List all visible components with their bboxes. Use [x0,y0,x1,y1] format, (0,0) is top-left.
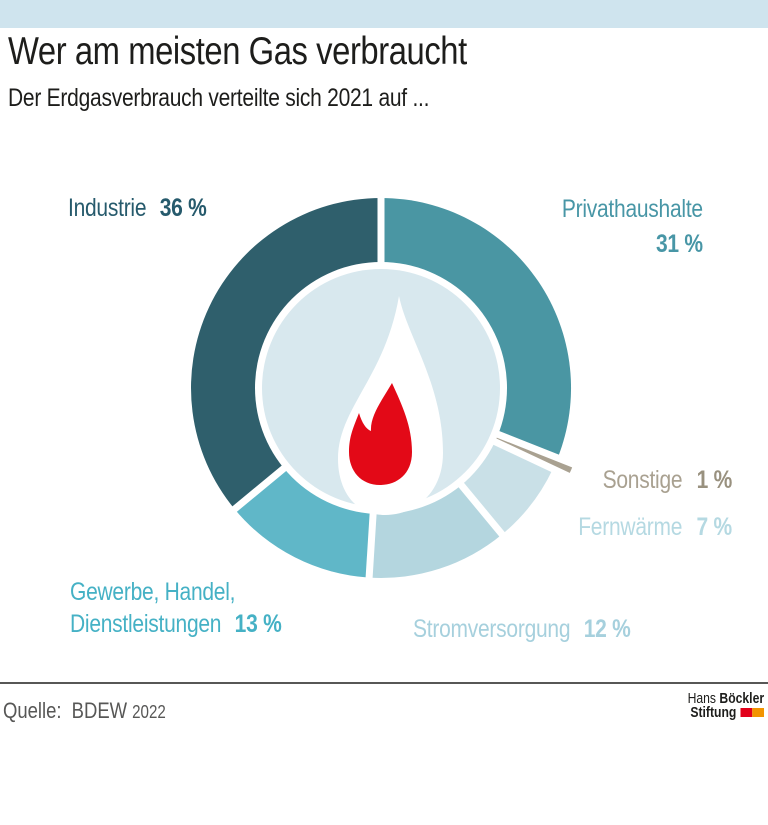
label-gewerbe-line2: Dienstleistungen [70,610,222,638]
source-year: 2022 [132,702,166,722]
label-privathaushalte: Privathaushalte 31 % [535,192,703,262]
source-label: Quelle: [3,698,62,723]
label-gewerbe-value: 13 % [234,610,282,638]
label-industrie-name: Industrie [68,194,147,222]
hans-boeckler-stiftung-logo: Hans Böckler Stiftung [673,692,764,720]
donut-chart [191,174,582,602]
page-title: Wer am meisten Gas verbraucht [8,30,467,73]
label-stromversorgung-value: 12 % [583,615,631,643]
source-note: Quelle: BDEW 2022 [3,698,197,724]
logo-text-stiftung: Stiftung [690,705,737,721]
label-gewerbe-line1: Gewerbe, Handel, [70,578,236,606]
label-sonstige: Sonstige 1 % [578,463,733,498]
label-fernwaerme-name: Fernwärme [578,513,683,541]
label-privathaushalte-value: 31 % [656,230,703,258]
source-name: BDEW [71,698,128,723]
label-industrie-value: 36 % [159,194,207,222]
label-industrie: Industrie 36 % [68,191,233,226]
logo-red-square [740,708,753,717]
logo-orange-square [752,708,764,717]
label-fernwaerme-value: 7 % [696,513,733,541]
logo-text-boeckler: Böckler [719,691,764,707]
label-stromversorgung: Stromversorgung 12 % [413,612,672,647]
label-sonstige-value: 1 % [696,466,733,494]
page-subtitle: Der Erdgasverbrauch verteilte sich 2021 … [8,84,430,112]
label-stromversorgung-name: Stromversorgung [413,615,571,643]
label-sonstige-name: Sonstige [602,466,683,494]
label-gewerbe: Gewerbe, Handel, Dienstleistungen 13 % [70,576,322,640]
label-fernwaerme: Fernwärme 7 % [549,510,733,545]
top-accent-bar [0,0,768,28]
label-privathaushalte-name: Privathaushalte [562,195,703,223]
footer-divider [0,682,768,684]
flame-inner-icon [349,383,412,485]
logo-text-hans: Hans [687,691,716,707]
